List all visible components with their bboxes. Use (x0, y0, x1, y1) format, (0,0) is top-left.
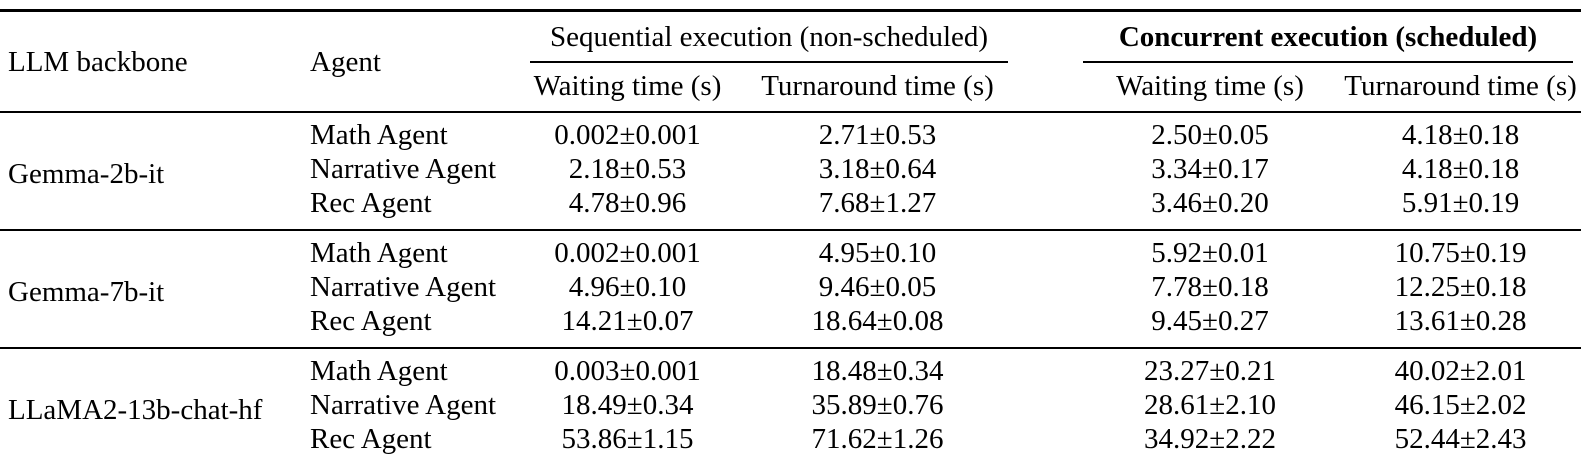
table-row: LLaMA2-13b-chat-hf Math Agent 0.003±0.00… (0, 348, 1581, 426)
backbone-cell: Gemma-2b-it (8, 157, 165, 190)
agent-cell: Math Agent (310, 237, 448, 269)
table-row: Gemma-2b-it Math Agent 0.002±0.001 2.71±… (0, 112, 1581, 190)
header-sequential-execution: Sequential execution (non-scheduled) (510, 11, 1010, 65)
group-gemma-2b-it: Gemma-2b-it Math Agent 0.002±0.001 2.71±… (0, 112, 1581, 230)
table-row: Rec Agent 4.78±0.96 7.68±1.27 3.46±0.20 … (0, 186, 1581, 230)
header-seq-waiting-time: Waiting time (s) (533, 69, 722, 102)
conc-waiting-value: 3.34±0.17 (1151, 153, 1269, 185)
conc-waiting-value: 7.78±0.18 (1151, 271, 1269, 303)
conc-waiting-value: 23.27±0.21 (1144, 355, 1276, 387)
agent-cell: Rec Agent (310, 423, 432, 455)
conc-turnaround-value: 4.18±0.18 (1401, 119, 1520, 151)
seq-waiting-value: 0.002±0.001 (554, 119, 701, 151)
sequential-group-label: Sequential execution (non-scheduled) (530, 18, 1009, 63)
agent-cell: Rec Agent (310, 187, 432, 219)
table-row: Narrative Agent 2.18±0.53 3.18±0.64 3.34… (0, 152, 1581, 186)
seq-waiting-value: 2.18±0.53 (568, 153, 687, 185)
header-conc-waiting-time: Waiting time (s) (1116, 69, 1304, 102)
conc-turnaround-value: 5.91±0.19 (1401, 187, 1520, 219)
seq-waiting-value: 4.96±0.10 (568, 271, 687, 303)
seq-turnaround-value: 18.48±0.34 (811, 355, 944, 387)
agent-cell: Rec Agent (310, 305, 432, 337)
backbone-cell: Gemma-7b-it (8, 275, 165, 308)
conc-waiting-value: 9.45±0.27 (1151, 305, 1269, 337)
seq-turnaround-value: 2.71±0.53 (818, 119, 937, 151)
seq-turnaround-value: 18.64±0.08 (811, 305, 944, 337)
conc-waiting-value: 34.92±2.22 (1144, 423, 1276, 455)
table-row: Narrative Agent 4.96±0.10 9.46±0.05 7.78… (0, 270, 1581, 304)
conc-turnaround-value: 10.75±0.19 (1394, 237, 1527, 269)
seq-waiting-value: 0.002±0.001 (554, 237, 701, 269)
table-row: Rec Agent 14.21±0.07 18.64±0.08 9.45±0.2… (0, 304, 1581, 348)
conc-turnaround-value: 52.44±2.43 (1394, 423, 1527, 455)
results-table: LLM backbone Agent Sequential execution … (0, 9, 1581, 465)
header-seq-turnaround-time: Turnaround time (s) (761, 69, 994, 102)
seq-waiting-value: 0.003±0.001 (554, 355, 701, 387)
seq-waiting-value: 53.86±1.15 (561, 423, 694, 455)
header-conc-turnaround-time: Turnaround time (s) (1344, 69, 1577, 102)
group-llama2-13b-chat-hf: LLaMA2-13b-chat-hf Math Agent 0.003±0.00… (0, 348, 1581, 465)
conc-turnaround-value: 46.15±2.02 (1394, 389, 1527, 421)
conc-turnaround-value: 13.61±0.28 (1394, 305, 1527, 337)
agent-cell: Narrative Agent (310, 153, 497, 185)
conc-waiting-value: 28.61±2.10 (1144, 389, 1276, 421)
agent-cell: Math Agent (310, 119, 448, 151)
conc-turnaround-value: 40.02±2.01 (1394, 355, 1527, 387)
conc-waiting-value: 5.92±0.01 (1151, 237, 1269, 269)
seq-turnaround-value: 71.62±1.26 (811, 423, 944, 455)
table-row: Narrative Agent 18.49±0.34 35.89±0.76 28… (0, 388, 1581, 422)
agent-cell: Narrative Agent (310, 271, 497, 303)
seq-waiting-value: 14.21±0.07 (561, 305, 694, 337)
conc-waiting-value: 3.46±0.20 (1151, 187, 1269, 219)
agent-cell: Narrative Agent (310, 389, 497, 421)
table-row: Rec Agent 53.86±1.15 71.62±1.26 34.92±2.… (0, 422, 1581, 465)
seq-waiting-value: 4.78±0.96 (568, 187, 687, 219)
seq-turnaround-value: 9.46±0.05 (818, 271, 937, 303)
conc-waiting-value: 2.50±0.05 (1151, 119, 1269, 151)
seq-turnaround-value: 3.18±0.64 (818, 153, 937, 185)
conc-turnaround-value: 12.25±0.18 (1394, 271, 1527, 303)
header-concurrent-execution: Concurrent execution (scheduled) (1010, 11, 1581, 65)
conc-turnaround-value: 4.18±0.18 (1401, 153, 1520, 185)
seq-waiting-value: 18.49±0.34 (561, 389, 694, 421)
seq-turnaround-value: 4.95±0.10 (818, 237, 937, 269)
backbone-cell: LLaMA2-13b-chat-hf (8, 393, 263, 426)
group-gemma-7b-it: Gemma-7b-it Math Agent 0.002±0.001 4.95±… (0, 230, 1581, 348)
table-header: LLM backbone Agent Sequential execution … (0, 11, 1581, 112)
agent-cell: Math Agent (310, 355, 448, 387)
header-agent: Agent (310, 45, 381, 78)
seq-turnaround-value: 35.89±0.76 (811, 389, 944, 421)
table-row: Gemma-7b-it Math Agent 0.002±0.001 4.95±… (0, 230, 1581, 308)
seq-turnaround-value: 7.68±1.27 (818, 187, 937, 219)
header-llm-backbone: LLM backbone (8, 45, 188, 78)
concurrent-group-label: Concurrent execution (scheduled) (1083, 18, 1574, 63)
